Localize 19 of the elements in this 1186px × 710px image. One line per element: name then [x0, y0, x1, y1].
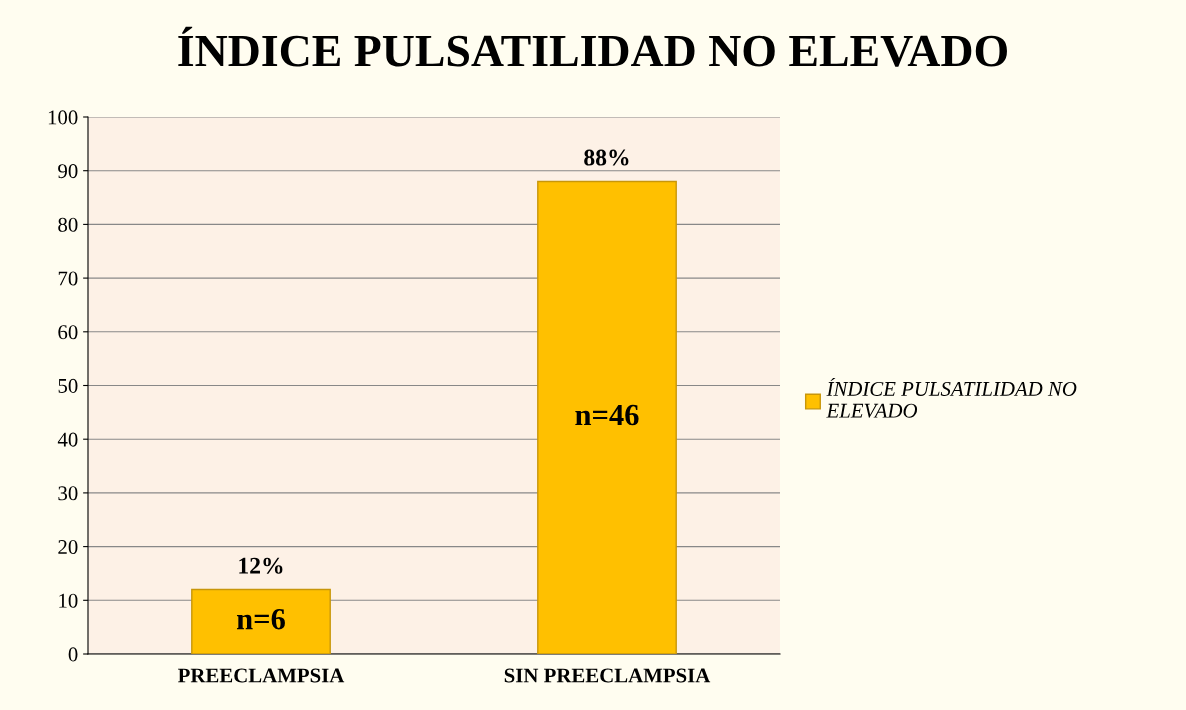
- y-tick-label: 60: [58, 325, 78, 340]
- y-tick-label: 40: [57, 432, 78, 447]
- y-tick-label: 80: [58, 217, 78, 232]
- y-tick-label: 50: [58, 378, 78, 393]
- y-tick-label: 70: [58, 271, 78, 286]
- y-tick-label: 0: [68, 647, 78, 662]
- annotation: n=46: [575, 404, 639, 426]
- y-tick-label: 20: [58, 539, 78, 555]
- chart-title: ÍNDICE PULSATILIDAD NO ELEVADO: [178, 26, 1007, 67]
- y-tick-label: 30: [58, 486, 78, 501]
- y-tick-label: 90: [58, 164, 78, 179]
- data-label: 12%: [239, 557, 283, 574]
- data-label: 88%: [584, 149, 629, 166]
- annotation: n=6: [236, 608, 285, 630]
- y-tick-label: 100: [48, 110, 78, 125]
- legend-label: ÍNDICE PULSATILIDAD NO ELEVADO: [826, 377, 1077, 418]
- x-tick-label: PREECLAMPSIA: [178, 668, 345, 683]
- x-tick-label: SIN PREECLAMPSIA: [504, 668, 711, 683]
- y-tick-label: 10: [59, 593, 78, 608]
